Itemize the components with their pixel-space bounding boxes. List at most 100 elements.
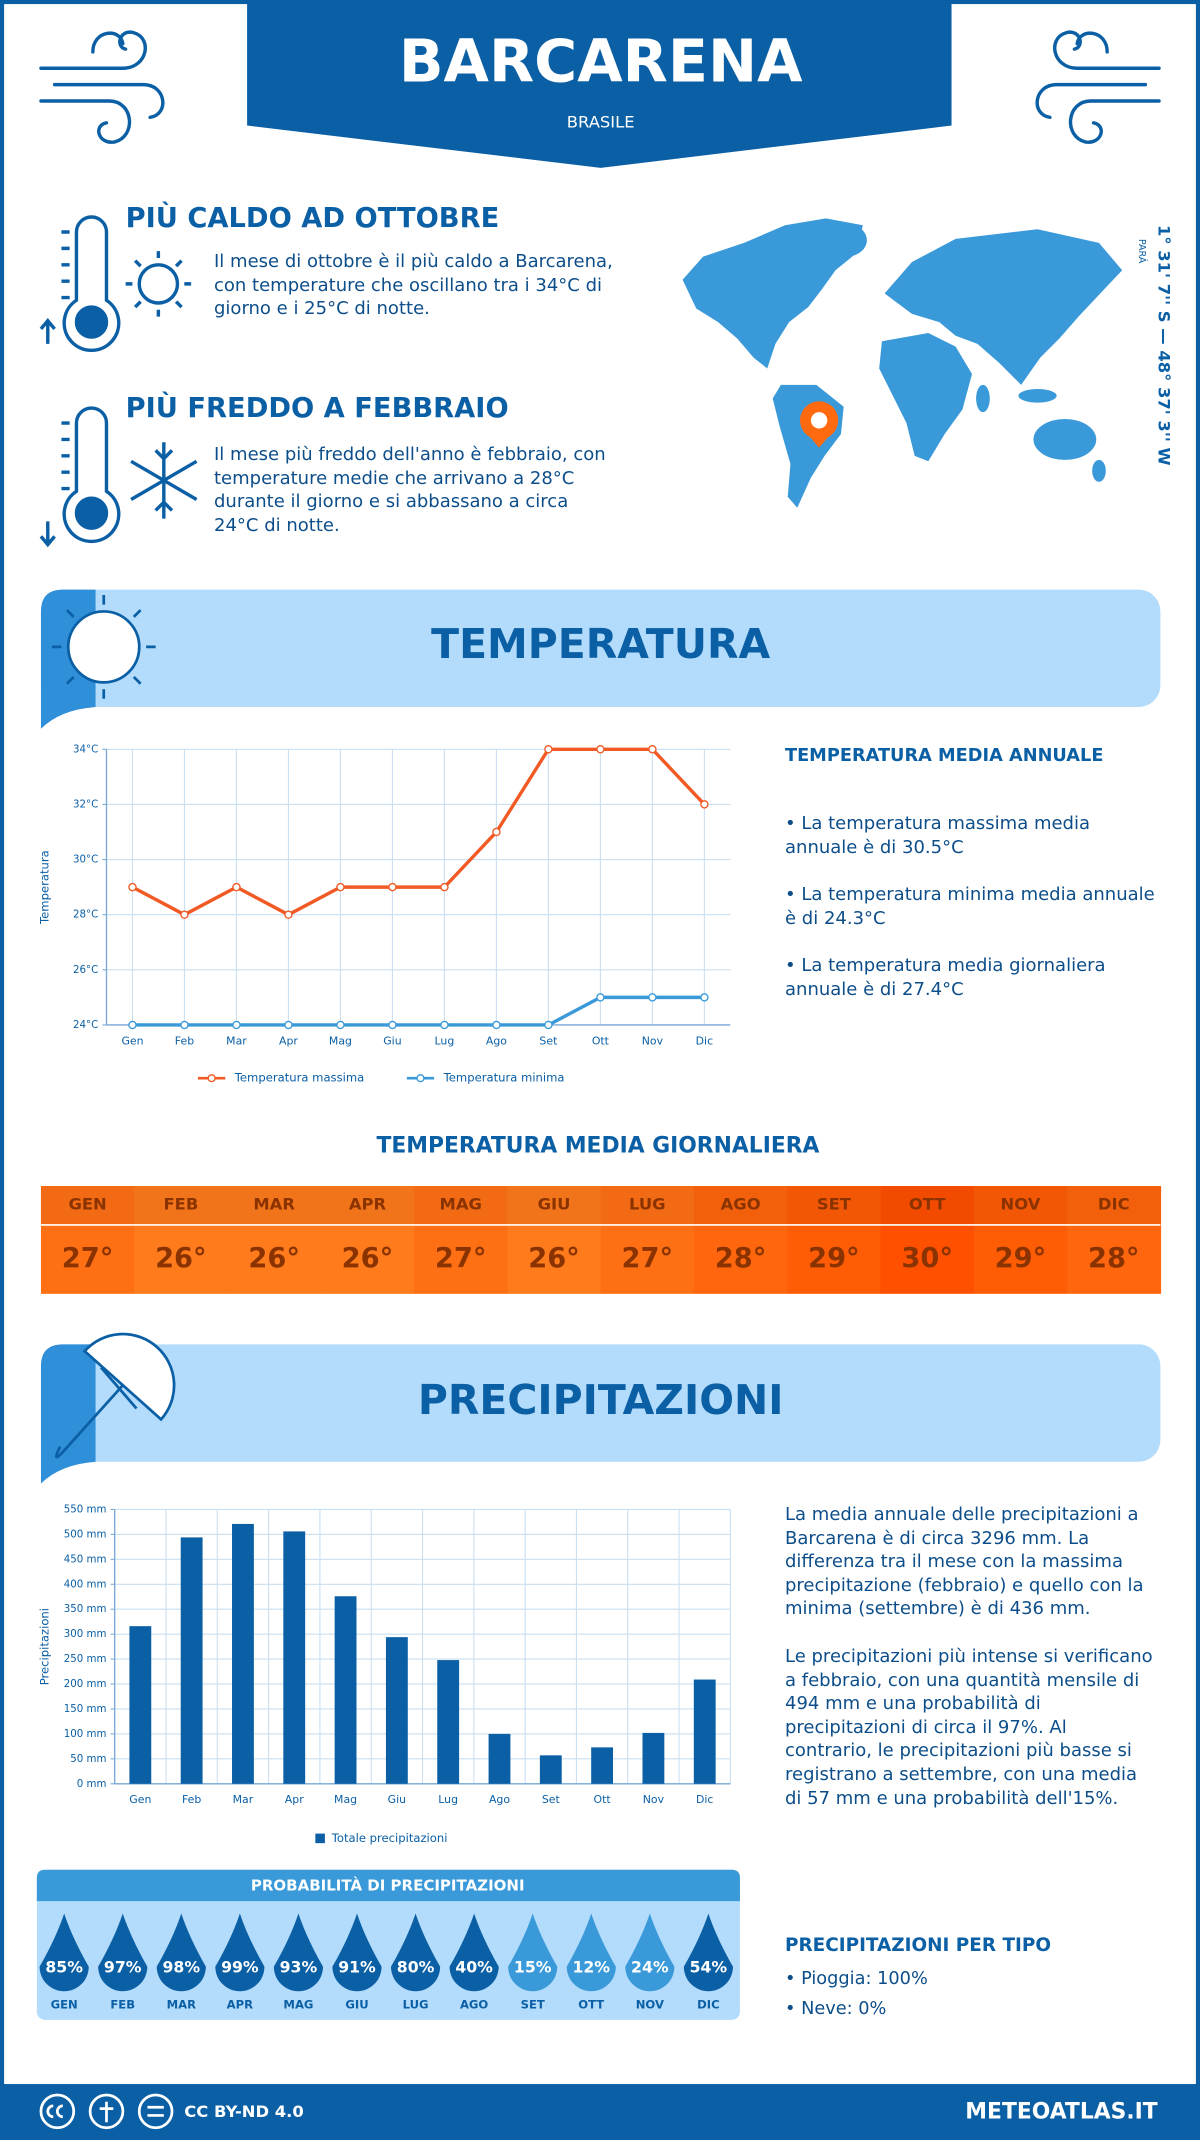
charts: 24°C 26°C 28°C 30°C 32°C 34°C Gen Feb Mar Apr Mag G… [38,744,731,1845]
bar [591,1747,614,1784]
table-month: DIC [1098,1195,1130,1214]
table-value: 29° [995,1243,1047,1274]
world-map [976,384,990,413]
country: BRASILE [567,112,635,131]
point [284,910,293,919]
point [232,882,241,892]
series-line [131,747,706,917]
table-header-shade [414,1186,509,1225]
y-tick-label: 150 mm [64,1704,107,1715]
x-tick-label: Set [542,1793,561,1806]
y-axis-title: Precipitazioni [38,1608,52,1685]
probability-panel [36,1869,740,2020]
point [596,745,605,754]
y-tick-label: 100 mm [64,1729,107,1740]
bar [437,1660,460,1784]
drop-month: NOV [636,1997,664,2011]
cold-icon [39,406,198,548]
bar [539,1755,562,1784]
drop-month: SET [521,1997,545,2011]
rain-icon [99,1366,138,1410]
point [648,993,657,1002]
legend-swatch [315,1833,325,1844]
legend-swatch [207,1074,216,1083]
table-header-shade [973,1186,1068,1225]
precipitation-text: Le precipitazioni più intense si verific… [785,1646,1153,1809]
bar [283,1531,306,1784]
bar [129,1626,152,1784]
drop [39,1913,89,1992]
table-header-shade [1067,1186,1162,1225]
license-icons [147,2105,164,2117]
section-title: TEMPERATURA [431,620,770,668]
table-value-cell [134,1224,229,1294]
table-value-cell [414,1224,509,1294]
y-tick-label: 24°C [73,1020,98,1031]
table-header-cell [880,1186,975,1225]
point [700,993,709,1002]
legend-label: Temperatura massima [234,1071,364,1085]
y-tick-label: 28°C [73,910,98,921]
license: CC BY-ND 4.0 [184,2102,303,2121]
table-month: GIU [538,1195,571,1214]
wind-icon [1035,30,1161,144]
wind-icon [1075,31,1109,54]
type-item: • Pioggia: 100% [785,1969,928,1989]
drop-month: OTT [578,1997,604,2011]
x-tick-label: Apr [279,1034,298,1047]
drop-month: LUG [403,1997,429,2011]
bar [232,1523,254,1784]
license-icons [46,2104,64,2119]
rain-icon [54,1384,124,1459]
summary-title: TEMPERATURA MEDIA ANNUALE [785,746,1103,766]
table-month: APR [349,1195,387,1214]
probability-drops: 85% GEN 97% FEB 98% MAR 99% APR 93% MAG 91% GIU 80% L… [39,1913,733,2011]
summary-item: • La temperatura minima media annuale è … [785,884,1155,929]
drop-value: 24% [631,1958,669,1977]
sun-icon [66,610,141,684]
y-tick-label: 350 mm [64,1604,107,1615]
hot-icon [125,251,192,317]
point [700,800,709,809]
section-banner [40,1344,1161,1462]
region: PARÁ [1136,239,1148,264]
table-value: 26° [342,1243,394,1274]
wind-icon [39,30,147,70]
license-icons [39,2093,76,2130]
y-tick-label: 50 mm [70,1754,106,1765]
hot-icon [39,318,56,344]
drop [566,1913,616,1992]
location-marker [810,412,828,429]
bar [180,1537,203,1784]
table-value: 28° [1088,1243,1140,1274]
table-month: MAR [253,1195,295,1214]
cold-icon [130,442,198,519]
table-value-cell [600,1224,695,1294]
point [128,1020,137,1030]
table-header-shade [134,1186,229,1225]
y-tick-label: 450 mm [64,1554,107,1565]
drop-value: 54% [690,1958,728,1977]
y-tick-label: 26°C [73,965,98,976]
world-map [879,333,973,462]
precipitation-text: La media annuale delle precipitazioni a … [785,1504,1144,1620]
rain-icon [82,1332,176,1422]
drop-value: 93% [280,1958,318,1977]
table-value: 28° [715,1243,767,1274]
drop [390,1913,441,1992]
drop-value: 80% [397,1958,435,1977]
table-header-shade [600,1186,695,1225]
section-title: PRECIPITAZIONI [418,1376,784,1424]
y-tick-label: 300 mm [64,1629,107,1640]
x-tick-label: Mag [334,1793,357,1806]
cold-icon [62,406,121,544]
drop-value: 91% [338,1958,376,1977]
table-header-cell [1067,1186,1162,1225]
point [492,1020,501,1030]
probability-title: PROBABILITÀ DI PRECIPITAZIONI [251,1876,525,1895]
drop [625,1913,675,1992]
y-tick-label: 250 mm [64,1654,107,1665]
x-tick-label: Ott [592,1034,610,1047]
x-tick-label: Ott [594,1793,612,1806]
table-month: OTT [909,1195,946,1214]
